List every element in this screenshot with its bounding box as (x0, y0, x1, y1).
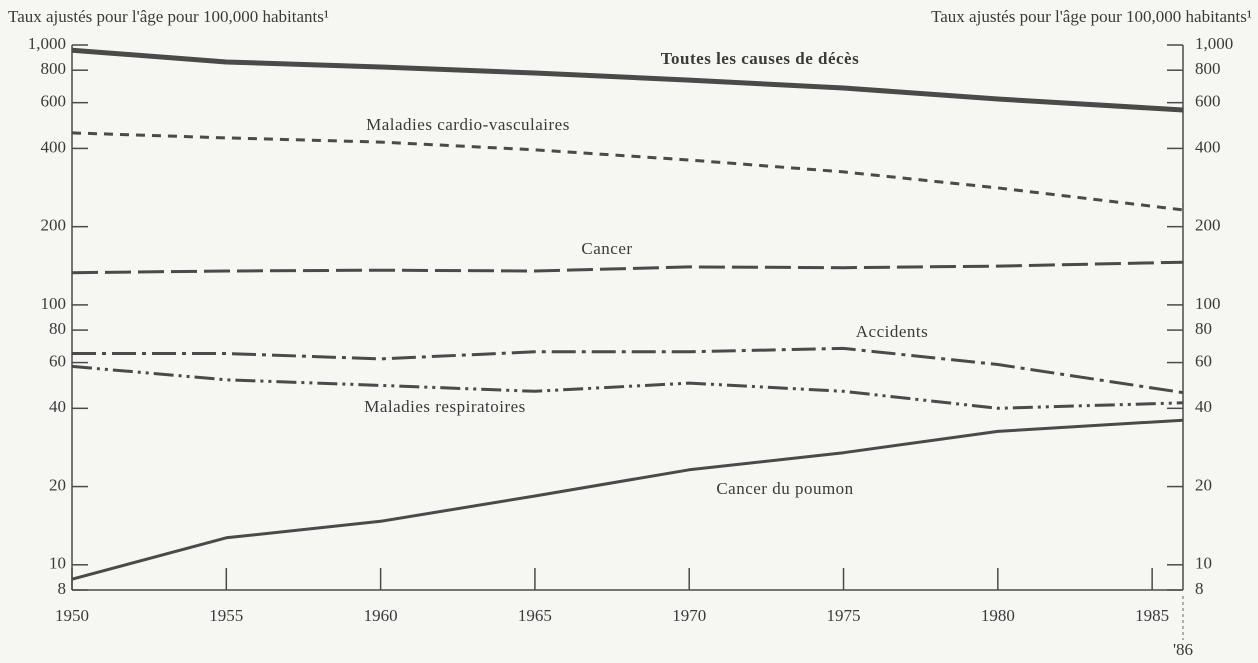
series-label: Cancer du poumon (716, 479, 853, 498)
y2-tick-label: 40 (1195, 397, 1212, 416)
series-line (71, 260, 1184, 275)
y2-tick-label: 60 (1195, 351, 1212, 370)
y2-tick-label: 800 (1195, 59, 1221, 78)
y2-tick-label: 10 (1195, 554, 1212, 573)
y-tick-label: 800 (41, 59, 67, 78)
y-tick-label: 1,000 (28, 34, 66, 53)
y-tick-label: 200 (41, 216, 67, 235)
y-tick-label: 20 (49, 475, 66, 494)
x-tick-label: 1985 (1135, 606, 1169, 625)
y-tick-label: 60 (49, 351, 66, 370)
x-tick-label: 1975 (827, 606, 861, 625)
series-label: Accidents (856, 322, 928, 341)
y2-tick-label: 20 (1195, 475, 1212, 494)
y2-tick-label: 600 (1195, 92, 1221, 111)
series-line (71, 131, 1184, 212)
x-tick-label: 1980 (981, 606, 1015, 625)
y2-tick-label: 100 (1195, 294, 1221, 313)
y-tick-label: 40 (49, 397, 66, 416)
series-line (72, 346, 1184, 395)
x-tick-label: 1965 (518, 606, 552, 625)
series-line (71, 364, 1184, 410)
y-tick-label: 400 (41, 137, 67, 156)
y-tick-label: 80 (49, 319, 66, 338)
y2-tick-label: 400 (1195, 137, 1221, 156)
x-tick-label: 1970 (672, 606, 706, 625)
x-tick-label: 1955 (209, 606, 243, 625)
y2-axis-label: Taux ajustés pour l'âge pour 100,000 hab… (931, 7, 1252, 26)
series-label: Toutes les causes de décès (661, 49, 859, 68)
y2-tick-label: 8 (1195, 579, 1204, 598)
y-tick-label: 600 (41, 92, 67, 111)
x-tick-label: 1950 (55, 606, 89, 625)
y-axis-label: Taux ajustés pour l'âge pour 100,000 hab… (8, 7, 329, 26)
y2-tick-label: 80 (1195, 319, 1212, 338)
y-tick-label: 8 (58, 579, 67, 598)
series-label: Maladies cardio-vasculaires (366, 115, 570, 134)
series-line (71, 47, 1184, 113)
series-label: Cancer (581, 239, 632, 258)
series-label: Maladies respiratoires (364, 397, 526, 416)
series-line (71, 418, 1184, 581)
y2-tick-label: 200 (1195, 216, 1221, 235)
y2-tick-label: 1,000 (1195, 34, 1233, 53)
x-tick-label: 1960 (364, 606, 398, 625)
y-tick-label: 10 (49, 554, 66, 573)
y-tick-label: 100 (41, 294, 67, 313)
x-tick-label: '86 (1173, 640, 1193, 659)
